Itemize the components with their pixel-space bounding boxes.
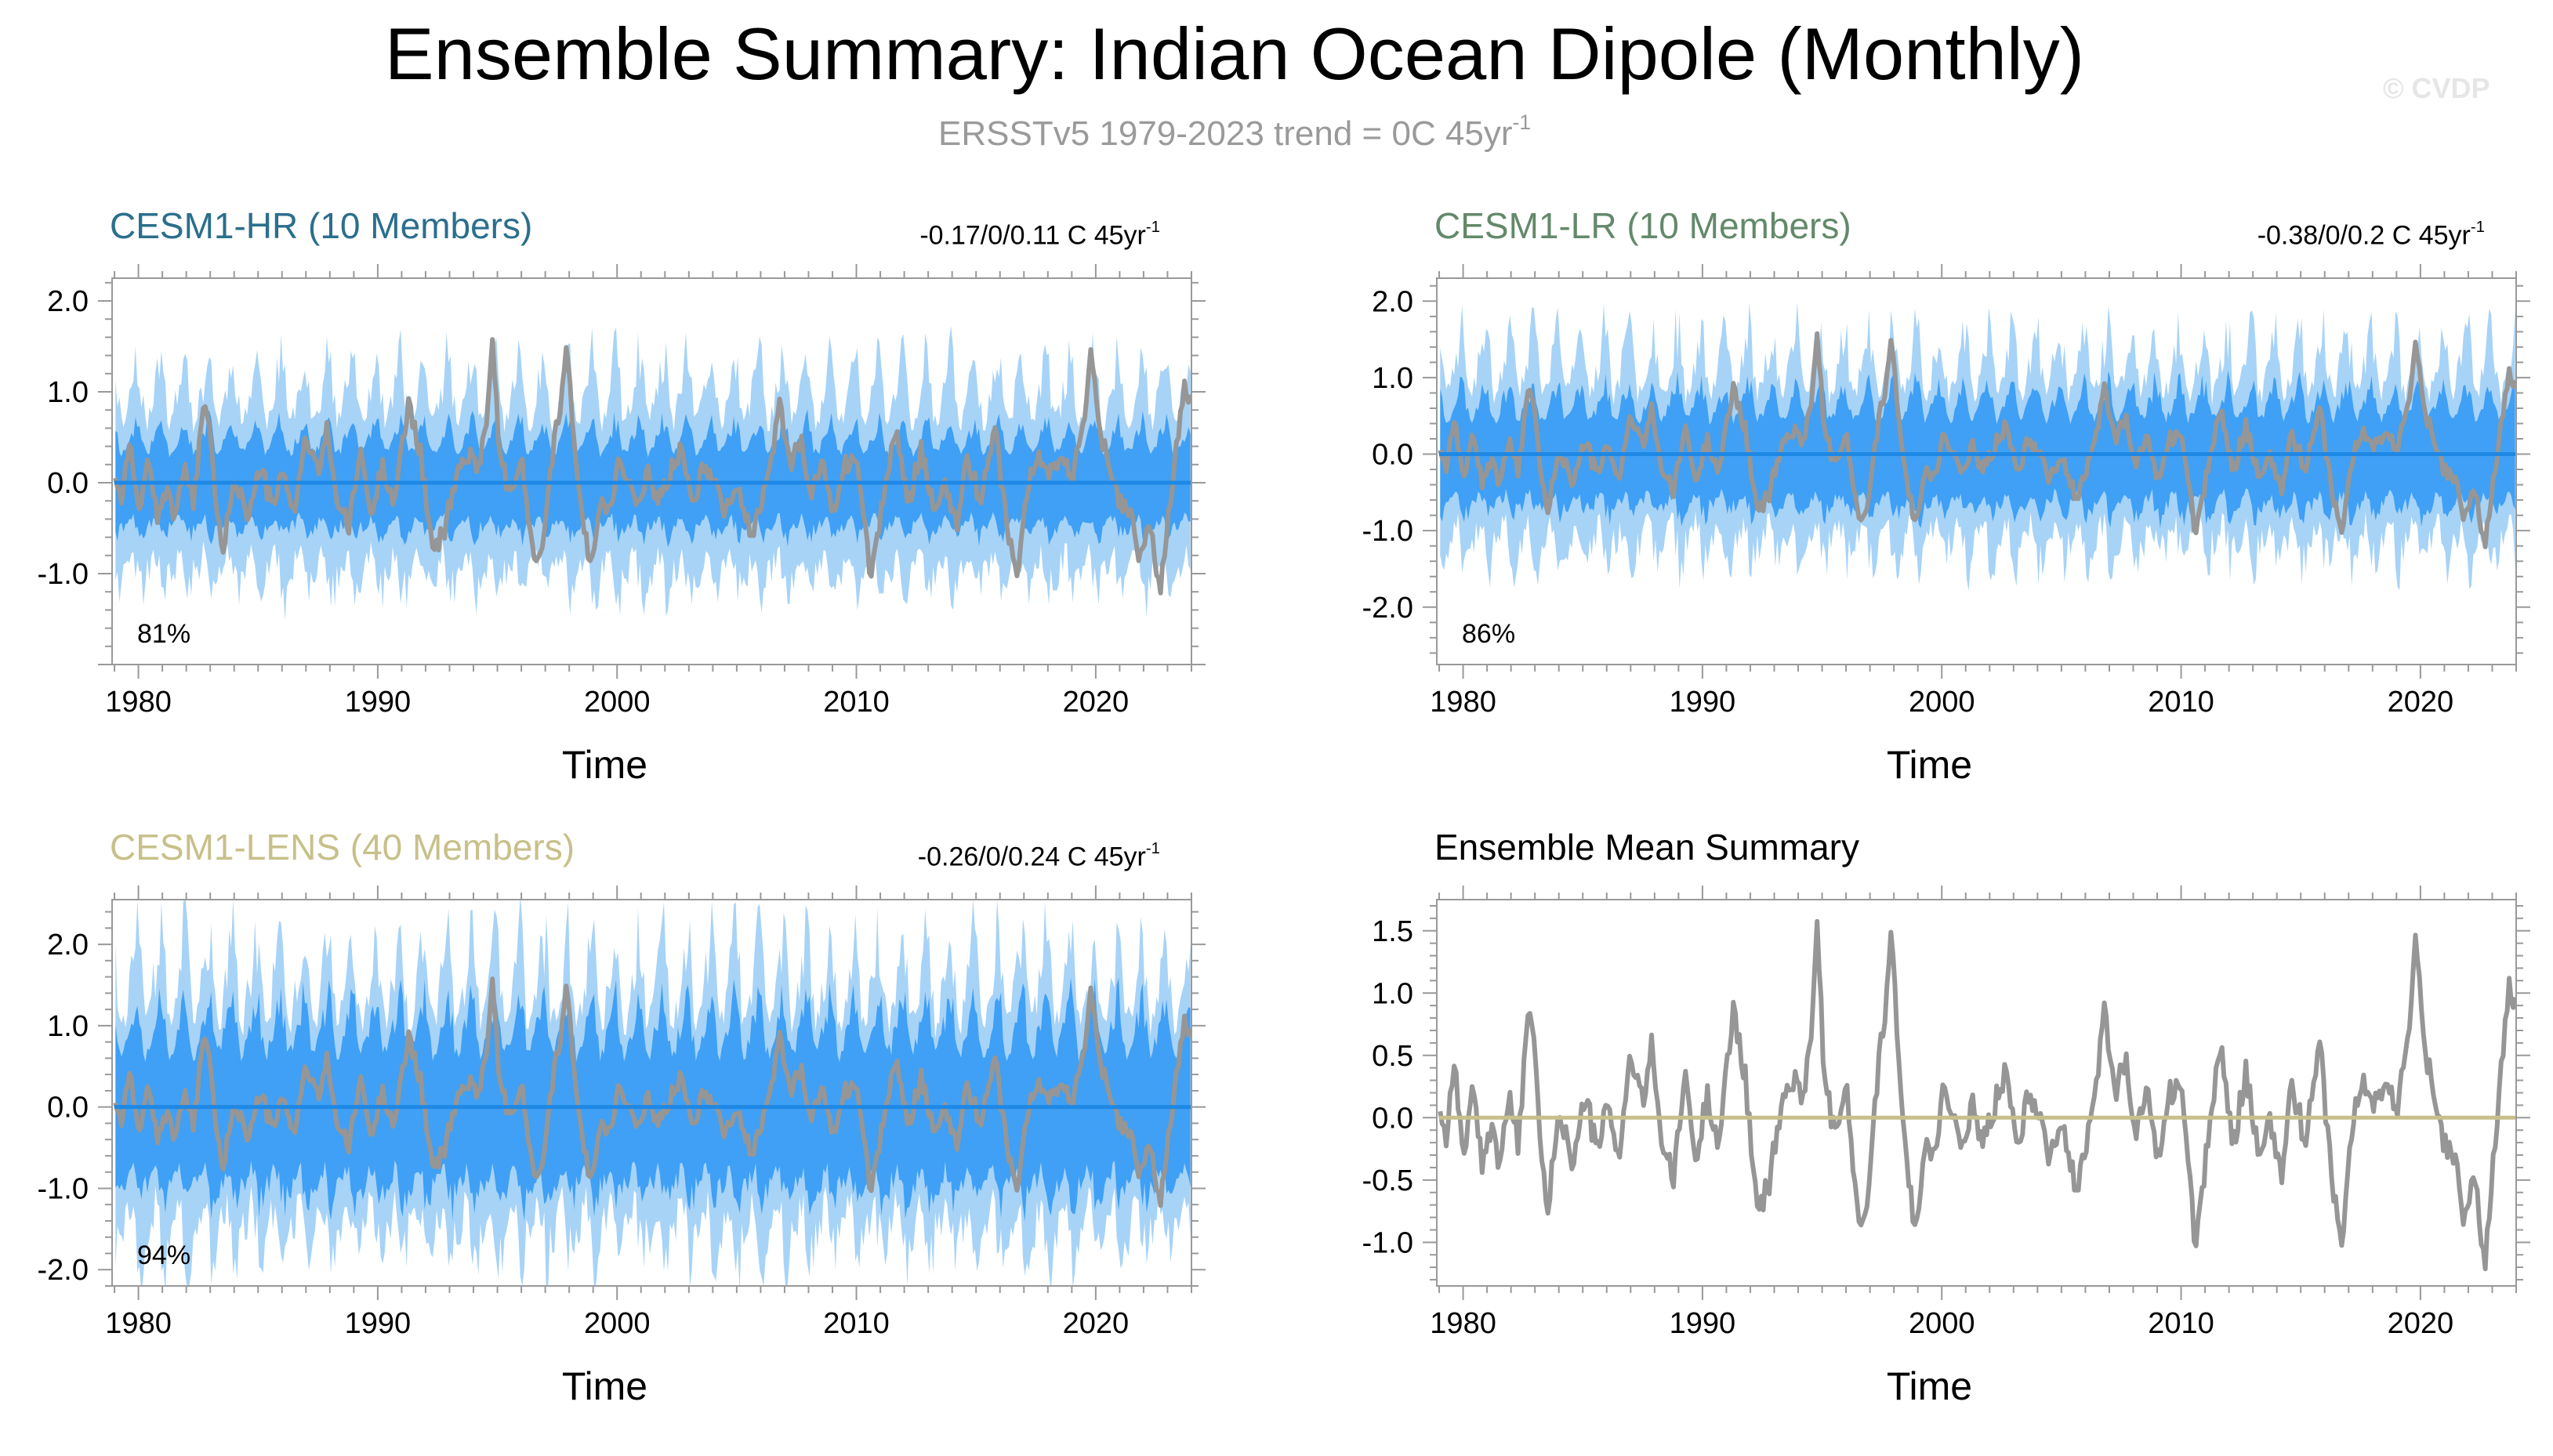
y-tick-label: -2.0 bbox=[1362, 592, 1413, 625]
percent-annotation: 81% bbox=[137, 619, 190, 649]
x-tick-label: 2000 bbox=[584, 686, 651, 719]
plot-frame bbox=[111, 899, 1192, 1287]
x-tick-label: 1990 bbox=[345, 686, 412, 719]
x-tick-label: 2000 bbox=[1909, 686, 1975, 719]
chart-ens-mean-summary: 1980 1990 2000 2010 2020 -1.0 -0.5 0.0 0.5 1.0 1.5… bbox=[1362, 886, 2530, 1408]
y-tick-label: 0.5 bbox=[1372, 1040, 1413, 1073]
x-tick-label: 2010 bbox=[823, 1307, 890, 1340]
x-tick-label: 2000 bbox=[584, 1307, 651, 1340]
x-tick-label: 2020 bbox=[2388, 686, 2454, 719]
trend-superscript: -1 bbox=[1145, 219, 1160, 236]
plot-area bbox=[1438, 302, 2516, 591]
y-tick-label: -0.5 bbox=[1362, 1164, 1413, 1197]
percent-annotation: 86% bbox=[1462, 619, 1515, 649]
y-tick-label: -2.0 bbox=[38, 1254, 89, 1287]
plot-frame bbox=[1436, 899, 2517, 1287]
observation-line bbox=[1438, 918, 2516, 1272]
x-axis-label: Time bbox=[562, 1364, 647, 1408]
trend-text: -0.17/0/0.11 C 45yr bbox=[919, 220, 1146, 251]
x-tick-label: 2010 bbox=[823, 686, 890, 719]
panel-ens-mean-summary: Ensemble Mean Summary 1980 1990 2000 2010 20… bbox=[1325, 809, 2548, 1452]
chart-cesm1-hr: 1980 1990 2000 2010 2020 -1.0 0.0 1.0 2.0 Time 81% bbox=[38, 264, 1206, 787]
x-tick-label: 1990 bbox=[1670, 686, 1736, 719]
trend-text: -0.38/0/0.2 C 45yr bbox=[2257, 220, 2471, 251]
subtitle-text: ERSSTv5 1979-2023 trend = 0C 45yr bbox=[938, 114, 1513, 153]
x-tick-label: 2020 bbox=[1063, 1307, 1130, 1340]
percent-annotation: 94% bbox=[137, 1240, 190, 1270]
panel-cesm1-lens: CESM1-LENS (40 Members) -0.26/0/0.24 C 4… bbox=[0, 809, 1223, 1452]
x-tick-label: 1980 bbox=[105, 1307, 172, 1340]
observation-line bbox=[113, 976, 1191, 1208]
observation-line bbox=[113, 337, 1191, 596]
trend-superscript: -1 bbox=[1145, 840, 1160, 857]
observation-line bbox=[1438, 331, 2516, 549]
plot-area bbox=[113, 326, 1191, 621]
y-tick-label: 0.0 bbox=[1372, 439, 1413, 472]
ensemble-percentile-band bbox=[115, 977, 1191, 1222]
subtitle-superscript: -1 bbox=[1512, 110, 1531, 134]
x-tick-label: 2010 bbox=[2148, 1307, 2214, 1340]
x-tick-label: 2020 bbox=[1063, 686, 1130, 719]
trend-superscript: -1 bbox=[2470, 219, 2485, 236]
y-tick-label: 0.0 bbox=[47, 467, 89, 500]
x-tick-label: 1980 bbox=[1430, 1307, 1496, 1340]
y-tick-label: 2.0 bbox=[47, 929, 89, 962]
trend-text: -0.26/0/0.24 C 45yr bbox=[917, 842, 1146, 872]
ensemble-percentile-band bbox=[1440, 370, 2515, 529]
plot-frame bbox=[111, 277, 1192, 665]
y-tick-label: 1.5 bbox=[1372, 915, 1413, 948]
y-tick-label: -1.0 bbox=[1362, 1226, 1413, 1259]
panel-title: Ensemble Mean Summary bbox=[1434, 827, 1859, 867]
y-tick-label: 1.0 bbox=[47, 376, 89, 409]
x-tick-label: 1990 bbox=[345, 1307, 412, 1340]
panel-cesm1-lr: CESM1-LR (10 Members) -0.38/0/0.2 C 45yr… bbox=[1325, 188, 2548, 831]
y-tick-label: 2.0 bbox=[1372, 285, 1413, 318]
figure-subtitle: ERSSTv5 1979-2023 trend = 0C 45yr-1 bbox=[0, 100, 2469, 156]
panel-title: CESM1-LENS (40 Members) bbox=[110, 827, 575, 867]
y-tick-label: 2.0 bbox=[47, 285, 89, 318]
x-tick-label: 1990 bbox=[1670, 1307, 1736, 1340]
x-axis-label: Time bbox=[1887, 743, 1972, 787]
x-tick-label: 1980 bbox=[105, 686, 172, 719]
plot-frame bbox=[1436, 277, 2517, 665]
y-tick-label: 1.0 bbox=[47, 1010, 89, 1043]
x-tick-label: 2020 bbox=[2388, 1307, 2454, 1340]
panel-title: CESM1-HR (10 Members) bbox=[110, 205, 533, 246]
panel-trend: -0.38/0/0.2 C 45yr-1 bbox=[2257, 210, 2485, 252]
x-axis-label: Time bbox=[562, 743, 647, 787]
y-tick-label: 0.0 bbox=[1372, 1102, 1413, 1135]
panel-trend: -0.17/0/0.11 C 45yr-1 bbox=[919, 210, 1160, 252]
x-tick-label: 2010 bbox=[2148, 686, 2214, 719]
panel-cesm1-hr: CESM1-HR (10 Members) -0.17/0/0.11 C 45y… bbox=[0, 188, 1223, 831]
y-tick-label: -1.0 bbox=[38, 558, 89, 591]
y-tick-label: -1.0 bbox=[38, 1172, 89, 1205]
panel-title: CESM1-LR (10 Members) bbox=[1434, 205, 1851, 246]
x-tick-label: 1980 bbox=[1430, 686, 1496, 719]
y-tick-label: 1.0 bbox=[1372, 977, 1413, 1010]
y-tick-label: 0.0 bbox=[47, 1092, 89, 1125]
chart-cesm1-lens: 1980 1990 2000 2010 2020 -2.0 -1.0 0.0 1.0 2.0 Tim… bbox=[38, 886, 1206, 1408]
y-tick-label: -1.0 bbox=[1362, 515, 1413, 548]
plot-area bbox=[113, 900, 1191, 1286]
chart-cesm1-lr: 1980 1990 2000 2010 2020 -2.0 -1.0 0.0 1.0 2.0 Tim… bbox=[1362, 264, 2530, 787]
cvdp-watermark: © CVDP bbox=[2383, 72, 2490, 104]
figure-title: Ensemble Summary: Indian Ocean Dipole (M… bbox=[384, 13, 2085, 95]
panel-trend: -0.26/0/0.24 C 45yr-1 bbox=[918, 831, 1160, 874]
x-axis-label: Time bbox=[1887, 1364, 1972, 1408]
y-tick-label: 1.0 bbox=[1372, 362, 1413, 395]
x-tick-label: 2000 bbox=[1909, 1307, 1975, 1340]
plot-area bbox=[1438, 918, 2516, 1272]
